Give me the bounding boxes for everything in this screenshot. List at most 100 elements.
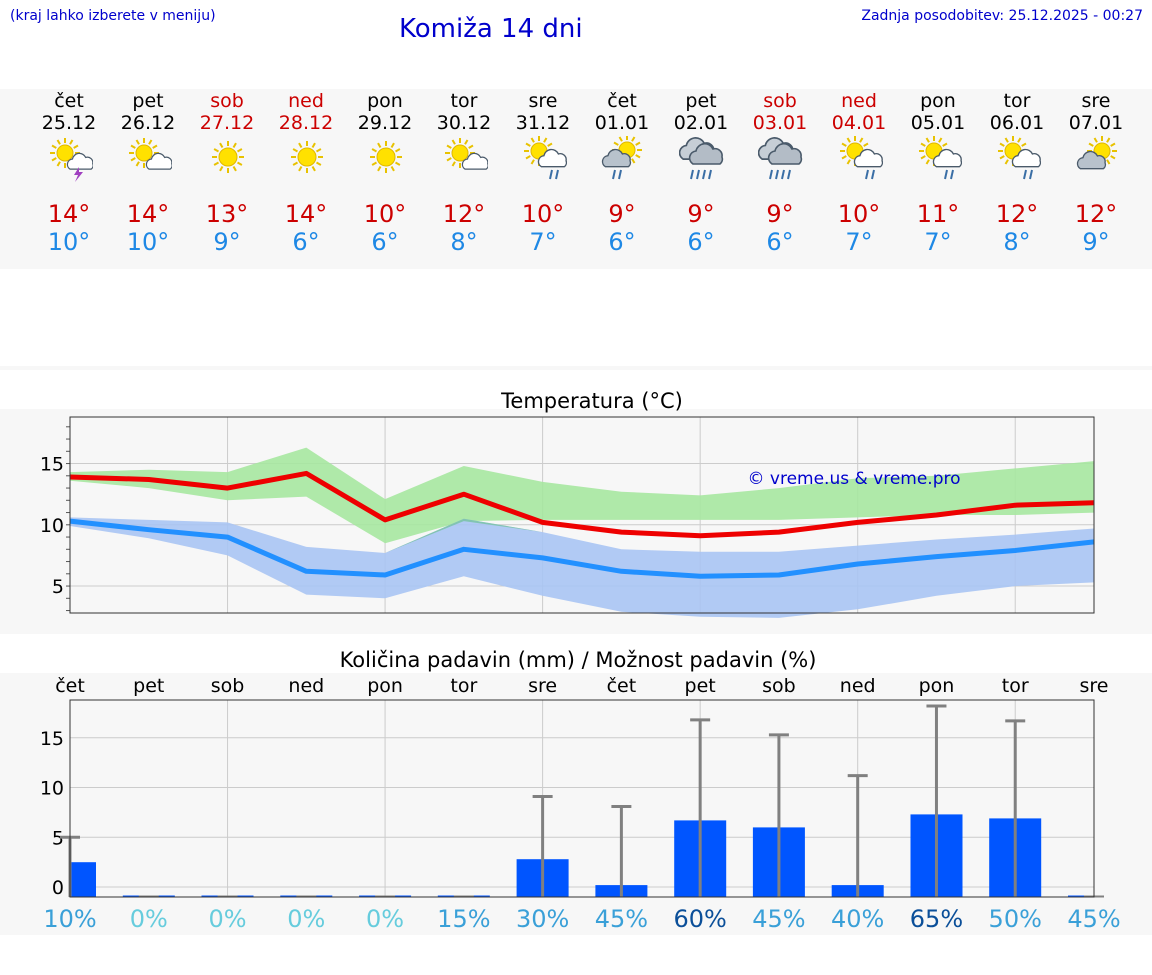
day-name: pet bbox=[685, 90, 717, 112]
temp-max: 10° bbox=[363, 200, 407, 228]
precipitation-chart: Količina padavin (mm) / Možnost padavin … bbox=[40, 648, 1121, 933]
day-date: 26.12 bbox=[120, 112, 176, 134]
day-date: 27.12 bbox=[199, 112, 255, 134]
precip-chance-label: 30% bbox=[516, 905, 569, 933]
forecast-strip-bg bbox=[0, 89, 1152, 269]
forecast-day: tor 30.12 12° 8° bbox=[425, 90, 503, 260]
day-name: ned bbox=[841, 90, 877, 112]
day-date: 06.01 bbox=[989, 112, 1045, 134]
last-update: Zadnja posodobitev: 25.12.2025 - 00:27 bbox=[861, 8, 1143, 24]
precip-chance-label: 0% bbox=[208, 905, 246, 933]
precip-chance-label: 10% bbox=[43, 905, 96, 933]
x-category-label: čet bbox=[607, 675, 637, 697]
precip-chance-label: 40% bbox=[831, 905, 884, 933]
day-date: 04.01 bbox=[831, 112, 887, 134]
temperature-chart: Temperatura (°C) 5 10 15 © vreme.us & vreme.… bbox=[40, 389, 1095, 618]
precip-chance-label: 0% bbox=[287, 905, 325, 933]
day-date: 25.12 bbox=[41, 112, 97, 134]
y-tick-label: 15 bbox=[40, 728, 64, 750]
day-name: pet bbox=[132, 90, 164, 112]
sun-icon bbox=[284, 136, 330, 182]
temp-min: 6° bbox=[371, 228, 399, 256]
temp-min: 10° bbox=[126, 228, 170, 256]
forecast-day: sob 27.12 13° 9° bbox=[188, 90, 266, 260]
sun-dark-cloud-rain-icon bbox=[600, 135, 646, 182]
precip-chance-label: 45% bbox=[1067, 905, 1120, 933]
sun-cloud-rain-icon bbox=[995, 136, 1042, 182]
temp-max: 12° bbox=[1074, 200, 1118, 228]
forecast-day: pon 29.12 10° 6° bbox=[346, 90, 424, 260]
sun-cloud-icon bbox=[442, 136, 489, 182]
temp-min: 7° bbox=[924, 228, 952, 256]
day-name: pon bbox=[920, 90, 956, 112]
day-date: 07.01 bbox=[1068, 112, 1124, 134]
day-date: 28.12 bbox=[278, 112, 334, 134]
temp-max: 14° bbox=[126, 200, 170, 228]
plot-frame bbox=[69, 699, 1095, 898]
y-tick-label: 5 bbox=[52, 576, 64, 598]
temp-min: 7° bbox=[529, 228, 557, 256]
watermark: © vreme.us & vreme.pro bbox=[747, 469, 960, 489]
x-category-label: sre bbox=[528, 675, 557, 697]
day-date: 31.12 bbox=[515, 112, 571, 134]
temp-max: 10° bbox=[521, 200, 565, 228]
temp-min: 8° bbox=[450, 228, 478, 256]
precip-chance-label: 45% bbox=[595, 905, 648, 933]
y-tick-label: 5 bbox=[52, 827, 64, 849]
day-name: tor bbox=[1003, 90, 1031, 112]
x-category-label: sre bbox=[1080, 675, 1109, 697]
forecast-day: pet 02.01 9° 6° bbox=[662, 90, 740, 260]
sun-icon bbox=[363, 136, 409, 182]
x-category-label: sob bbox=[211, 675, 245, 697]
temp-max: 14° bbox=[284, 200, 328, 228]
precip-chance-label: 60% bbox=[673, 905, 726, 933]
forecast-day: tor 06.01 12° 8° bbox=[978, 90, 1056, 260]
sun-cloud-icon bbox=[126, 136, 173, 182]
day-date: 02.01 bbox=[673, 112, 729, 134]
forecast-day: sob 03.01 9° 6° bbox=[741, 90, 819, 260]
temp-min: 8° bbox=[1003, 228, 1031, 256]
forecast-day: pon 05.01 11° 7° bbox=[899, 90, 977, 260]
sun-cloud-rain-icon bbox=[837, 136, 884, 182]
x-category-label: pon bbox=[367, 675, 403, 697]
sun-cloud-rain-icon bbox=[916, 136, 963, 182]
y-tick-label: 0 bbox=[52, 877, 64, 899]
sun-icon bbox=[205, 136, 251, 182]
sun-cloud-lightning-icon bbox=[47, 136, 94, 182]
temp-max: 9° bbox=[766, 200, 794, 228]
x-category-label: tor bbox=[1002, 675, 1029, 697]
x-category-label: ned bbox=[840, 675, 876, 697]
forecast-day: čet 01.01 9° 6° bbox=[583, 90, 661, 260]
y-tick-label: 10 bbox=[40, 778, 64, 800]
day-name: čet bbox=[54, 90, 84, 112]
precip-chance-label: 0% bbox=[130, 905, 168, 933]
sun-cloud-rain-icon bbox=[521, 136, 568, 182]
forecast-day: sre 31.12 10° 7° bbox=[504, 90, 582, 260]
x-category-label: ned bbox=[288, 675, 324, 697]
temp-max: 11° bbox=[916, 200, 960, 228]
x-category-label: sob bbox=[762, 675, 796, 697]
x-category-label: čet bbox=[55, 675, 85, 697]
heavy-rain-cloud-icon bbox=[757, 136, 804, 182]
sun-dark-cloud-icon bbox=[1074, 136, 1120, 182]
temp-max: 10° bbox=[837, 200, 881, 228]
day-date: 29.12 bbox=[357, 112, 413, 134]
day-name: sre bbox=[1081, 90, 1111, 112]
temp-min: 6° bbox=[292, 228, 320, 256]
series-line-min bbox=[69, 518, 1095, 579]
forecast-day: pet 26.12 14° 10° bbox=[109, 90, 187, 260]
day-name: tor bbox=[450, 90, 478, 112]
day-date: 03.01 bbox=[752, 112, 808, 134]
day-name: sob bbox=[763, 90, 797, 112]
precip-chance-label: 65% bbox=[910, 905, 963, 933]
temp-min: 6° bbox=[766, 228, 794, 256]
precip-chance-label: 0% bbox=[366, 905, 404, 933]
separator bbox=[0, 366, 1152, 370]
temp-min: 9° bbox=[1082, 228, 1110, 256]
plot-frame bbox=[69, 416, 1095, 614]
y-tick-label: 15 bbox=[40, 454, 64, 476]
precip-chance-label: 15% bbox=[437, 905, 490, 933]
temp-max: 9° bbox=[608, 200, 636, 228]
x-category-label: pon bbox=[919, 675, 955, 697]
location-hint: (kraj lahko izberete v meniju) bbox=[10, 8, 216, 24]
